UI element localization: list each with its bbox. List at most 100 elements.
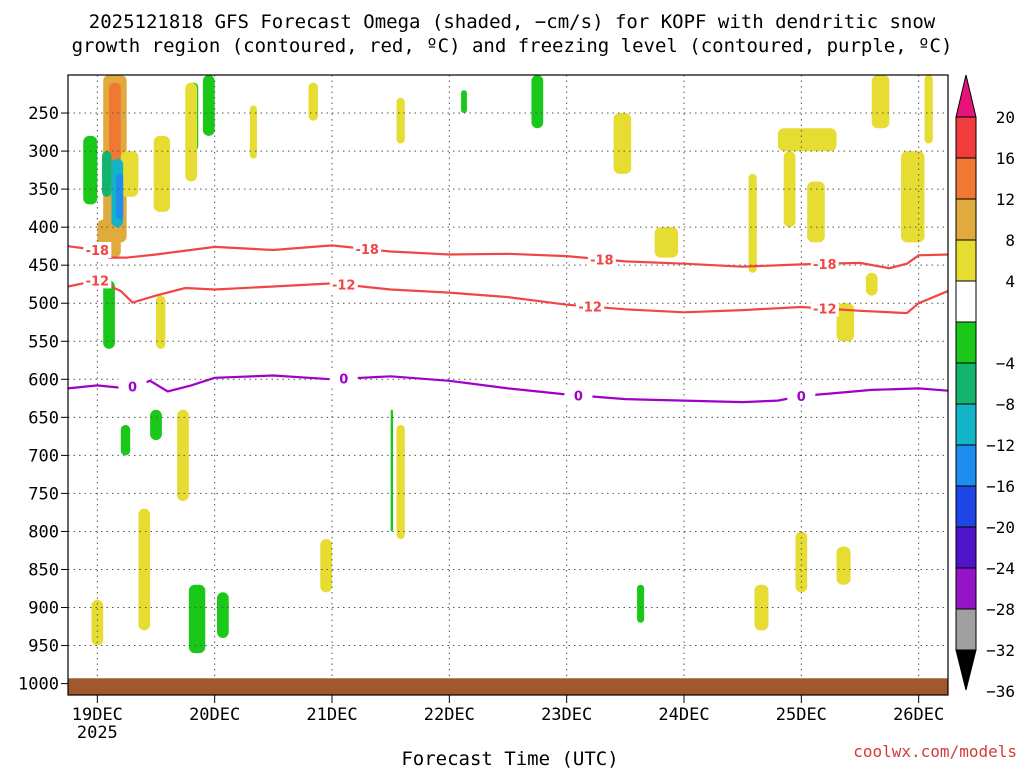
colorbar-tick-label: −32: [986, 641, 1015, 660]
colorbar-tick-label: −4: [996, 354, 1015, 373]
contour-label-bg: [329, 276, 358, 293]
omega-region-37: [390, 409, 394, 532]
contour-line-0: [68, 374, 948, 404]
omega-region-41: [637, 584, 645, 623]
colorbar-top-arrow: [955, 74, 977, 118]
colorbar: 20 16 12 8 4 −4 −8 −12 −16 −20 −24 −28 −32 −36: [955, 74, 1015, 701]
contour-label-bg: [83, 241, 112, 258]
omega-region-17: [531, 75, 544, 129]
y-tick-label: 500: [28, 294, 59, 314]
omega-region-40: [91, 599, 104, 646]
colorbar-bin: [955, 403, 977, 446]
colorbar-tick-label: −16: [986, 477, 1015, 496]
x-tick-label: 24DEC: [658, 705, 709, 725]
colorbar-bin: [955, 321, 977, 364]
colorbar-bin: [955, 362, 977, 405]
x-tick-label: 19DEC: [72, 705, 123, 725]
watermark: coolwx.com/models: [853, 742, 1017, 761]
colorbar-bin: [955, 239, 977, 282]
contour-label-bg: [118, 378, 147, 395]
y-tick-label: 950: [28, 637, 59, 657]
contour-label: -18: [355, 243, 379, 258]
contour-label-bg: [329, 370, 358, 387]
colorbar-tick-label: −28: [986, 600, 1015, 619]
contour-label: -18: [590, 253, 614, 268]
omega-region-23: [807, 181, 825, 243]
omega-region-31: [150, 409, 162, 441]
colorbar-tick-label: −20: [986, 518, 1015, 537]
x-tick-label: 21DEC: [306, 705, 357, 725]
contour-label-bg: [353, 241, 382, 258]
omega-region-39: [320, 539, 332, 593]
omega-region-14: [308, 82, 318, 121]
contour-label-bg: [576, 298, 605, 315]
colorbar-bin: [955, 608, 977, 651]
omega-region-21: [777, 128, 837, 152]
contour-label: -12: [86, 274, 110, 289]
omega-region-27: [836, 303, 855, 342]
colorbar-tick-label: 20: [996, 108, 1015, 127]
omega-region-44: [836, 546, 851, 585]
plot-frame: [67, 74, 949, 696]
omega-region-25: [901, 151, 925, 243]
x-tick-label: 25DEC: [776, 705, 827, 725]
colorbar-bin: [955, 485, 977, 528]
y-tick-label: 850: [28, 560, 59, 580]
y-tick-label: 250: [28, 104, 59, 124]
pressure-axis: 250 300 350 400 450 500 550 600 650 700 750 800 850 9…: [18, 104, 68, 695]
contour-label-bg: [564, 387, 593, 404]
x-tick-label: 26DEC: [893, 705, 944, 725]
chart-title-line-2: growth region (contoured, red, ºC) and f…: [72, 35, 953, 57]
contour-label-bg: [587, 251, 616, 268]
contour-label: 0: [339, 373, 348, 388]
y-tick-label: 700: [28, 446, 59, 466]
x-tick-label: 22DEC: [424, 705, 475, 725]
colorbar-tick-label: −8: [996, 395, 1015, 414]
omega-region-20: [748, 173, 757, 273]
x-axis-label: Forecast Time (UTC): [401, 748, 618, 768]
x-tick-label: 23DEC: [541, 705, 592, 725]
omega-region-8: [153, 135, 171, 212]
contour-label-bg: [83, 272, 112, 289]
omega-region-30: [156, 295, 166, 349]
y-tick-label: 650: [28, 408, 59, 428]
omega-region-26: [924, 75, 933, 144]
omega-shading: [83, 75, 933, 654]
colorbar-bin: [955, 198, 977, 241]
colorbar-tick-label: −12: [986, 436, 1015, 455]
colorbar-tick-label: 8: [1005, 231, 1015, 250]
colorbar-tick-label: −24: [986, 559, 1015, 578]
y-tick-label: 450: [28, 256, 59, 276]
omega-region-38: [396, 424, 405, 540]
contour-label: 0: [128, 381, 137, 396]
contour-label: -18: [813, 258, 837, 273]
colorbar-bin: [955, 157, 977, 200]
y-tick-label: 300: [28, 142, 59, 162]
y-tick-label: 750: [28, 484, 59, 504]
colorbar-bin: [955, 526, 977, 569]
omega-region-12: [185, 82, 198, 182]
contour-label-bg: [787, 388, 816, 405]
omega-region-24: [871, 75, 890, 129]
omega-region-5: [102, 151, 112, 197]
year-label: 2025: [77, 723, 118, 743]
contour-label: -12: [813, 303, 837, 318]
omega-region-32: [120, 424, 131, 456]
y-tick-label: 400: [28, 218, 59, 238]
omega-region-28: [865, 272, 878, 296]
omega-region-13: [249, 105, 257, 159]
colorbar-bin: [955, 567, 977, 610]
chart-title-line-1: 2025121818 GFS Forecast Omega (shaded, −…: [89, 11, 936, 33]
omega-region-2: [120, 151, 139, 197]
colorbar-bottom-arrow: [955, 649, 977, 691]
y-tick-label: 800: [28, 522, 59, 542]
x-tick-label: 20DEC: [189, 705, 240, 725]
omega-region-7: [116, 173, 124, 220]
omega-region-35: [188, 584, 206, 654]
terrain-fill: [68, 678, 948, 695]
contour-lines: -18 -18 -18 -18 -12 -12 -12 -12 0 0 0 0: [68, 241, 948, 405]
colorbar-tick-label: 4: [1005, 272, 1015, 291]
contour-label: -18: [86, 244, 110, 259]
